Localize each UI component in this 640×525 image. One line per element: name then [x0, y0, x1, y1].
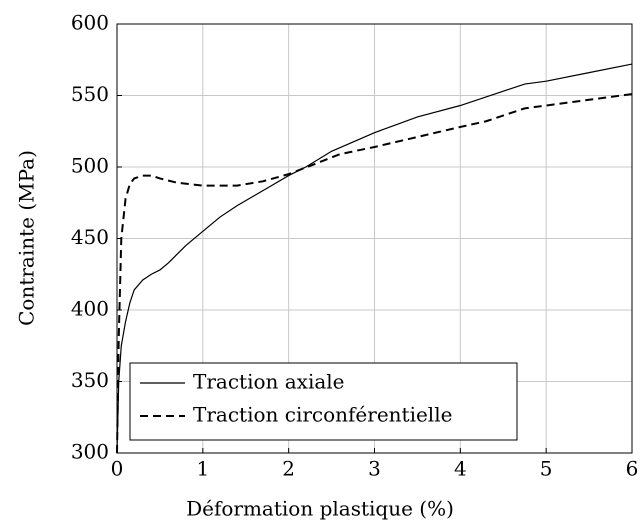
legend-box: [129, 362, 518, 441]
x-tick-label: 4: [454, 457, 467, 481]
y-tick-label: 450: [71, 225, 109, 249]
line-series: [116, 63, 633, 454]
x-tick-label: 1: [196, 457, 209, 481]
x-tick-label: 0: [111, 457, 124, 481]
x-tick-label: 2: [282, 457, 295, 481]
x-tick-label: 6: [626, 457, 639, 481]
y-tick-label: 350: [71, 368, 109, 392]
y-tick-label: 400: [71, 297, 109, 321]
y-tick-label: 300: [71, 440, 109, 464]
y-tick-label: 500: [71, 154, 109, 178]
line-series: [116, 93, 633, 454]
plot-frame: [116, 23, 633, 454]
x-tick-label: 5: [540, 457, 553, 481]
legend-label: Traction axiale: [193, 370, 345, 394]
x-axis-label: Déformation plastique (%): [186, 497, 454, 521]
y-axis-label: Contrainte (MPa): [15, 150, 39, 326]
x-tick-label: 3: [368, 457, 381, 481]
legend-label: Traction circonférentielle: [193, 403, 452, 427]
y-tick-label: 600: [71, 11, 109, 35]
y-tick-label: 550: [71, 82, 109, 106]
